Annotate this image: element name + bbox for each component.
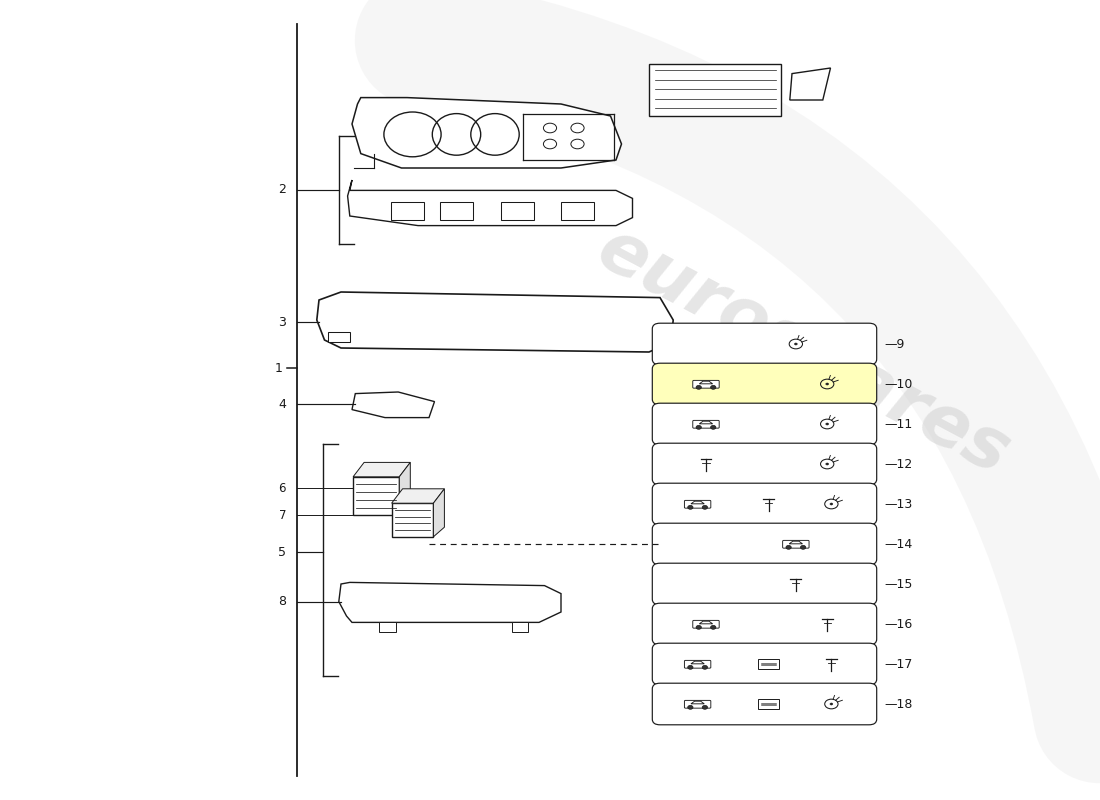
Text: —9: —9 (884, 338, 905, 350)
Text: a passion for parts
since 1985: a passion for parts since 1985 (708, 438, 876, 554)
FancyBboxPatch shape (652, 683, 877, 725)
Polygon shape (392, 489, 444, 503)
FancyBboxPatch shape (652, 523, 877, 565)
Bar (758, 659, 779, 669)
FancyBboxPatch shape (693, 620, 719, 628)
FancyBboxPatch shape (684, 700, 711, 708)
Text: —14: —14 (884, 538, 913, 550)
Circle shape (826, 383, 828, 385)
Circle shape (801, 546, 806, 550)
Circle shape (688, 706, 693, 710)
Circle shape (794, 343, 797, 345)
Bar (500, 202, 534, 220)
Circle shape (702, 706, 707, 710)
Bar (440, 202, 473, 220)
Circle shape (711, 386, 716, 390)
Text: —10: —10 (884, 378, 913, 390)
Polygon shape (433, 489, 444, 537)
Polygon shape (353, 462, 410, 477)
FancyBboxPatch shape (652, 483, 877, 525)
Polygon shape (352, 392, 434, 418)
Circle shape (696, 386, 702, 390)
Polygon shape (691, 661, 704, 664)
Polygon shape (700, 421, 713, 424)
Polygon shape (512, 622, 528, 632)
Polygon shape (789, 541, 803, 544)
Circle shape (711, 426, 716, 430)
Circle shape (688, 666, 693, 670)
Circle shape (826, 423, 828, 425)
Text: 4: 4 (278, 398, 286, 410)
Text: 3: 3 (278, 316, 286, 329)
Circle shape (696, 426, 702, 430)
FancyBboxPatch shape (353, 477, 399, 515)
Polygon shape (348, 180, 632, 226)
FancyBboxPatch shape (684, 500, 711, 508)
Text: —18: —18 (884, 698, 913, 710)
FancyBboxPatch shape (392, 503, 433, 537)
FancyBboxPatch shape (693, 420, 719, 428)
Text: 6: 6 (278, 482, 286, 494)
FancyBboxPatch shape (684, 660, 711, 668)
Text: —13: —13 (884, 498, 913, 510)
Circle shape (826, 463, 828, 465)
Bar (758, 699, 779, 709)
Text: —12: —12 (884, 458, 913, 470)
Circle shape (829, 703, 833, 705)
Text: —16: —16 (884, 618, 913, 630)
Text: —11: —11 (884, 418, 913, 430)
Circle shape (688, 506, 693, 510)
Text: 1: 1 (275, 362, 283, 374)
FancyBboxPatch shape (652, 563, 877, 605)
Circle shape (711, 626, 716, 630)
Text: 5: 5 (278, 546, 286, 558)
Text: —17: —17 (884, 658, 913, 670)
Polygon shape (339, 582, 561, 622)
Text: 2: 2 (278, 183, 286, 196)
FancyBboxPatch shape (693, 380, 719, 388)
Circle shape (702, 666, 707, 670)
Bar (328, 332, 350, 342)
Text: eurospares: eurospares (585, 214, 1021, 490)
FancyBboxPatch shape (652, 403, 877, 445)
Polygon shape (700, 381, 713, 384)
Text: 8: 8 (278, 595, 286, 608)
FancyBboxPatch shape (652, 323, 877, 365)
FancyBboxPatch shape (652, 363, 877, 405)
Circle shape (696, 626, 702, 630)
Polygon shape (691, 701, 704, 704)
Polygon shape (317, 292, 673, 352)
FancyBboxPatch shape (783, 540, 810, 548)
Polygon shape (790, 68, 830, 100)
Circle shape (702, 506, 707, 510)
Text: 7: 7 (278, 509, 286, 522)
FancyArrowPatch shape (420, 41, 1100, 718)
FancyBboxPatch shape (652, 603, 877, 645)
FancyBboxPatch shape (652, 643, 877, 685)
Polygon shape (700, 621, 713, 624)
Circle shape (785, 546, 791, 550)
Polygon shape (649, 64, 781, 116)
FancyBboxPatch shape (652, 443, 877, 485)
Bar (390, 202, 424, 220)
Circle shape (829, 503, 833, 505)
Polygon shape (691, 501, 704, 504)
Bar (561, 202, 594, 220)
Text: —15: —15 (884, 578, 913, 590)
Polygon shape (399, 462, 410, 515)
Polygon shape (352, 98, 622, 168)
Polygon shape (379, 622, 396, 632)
